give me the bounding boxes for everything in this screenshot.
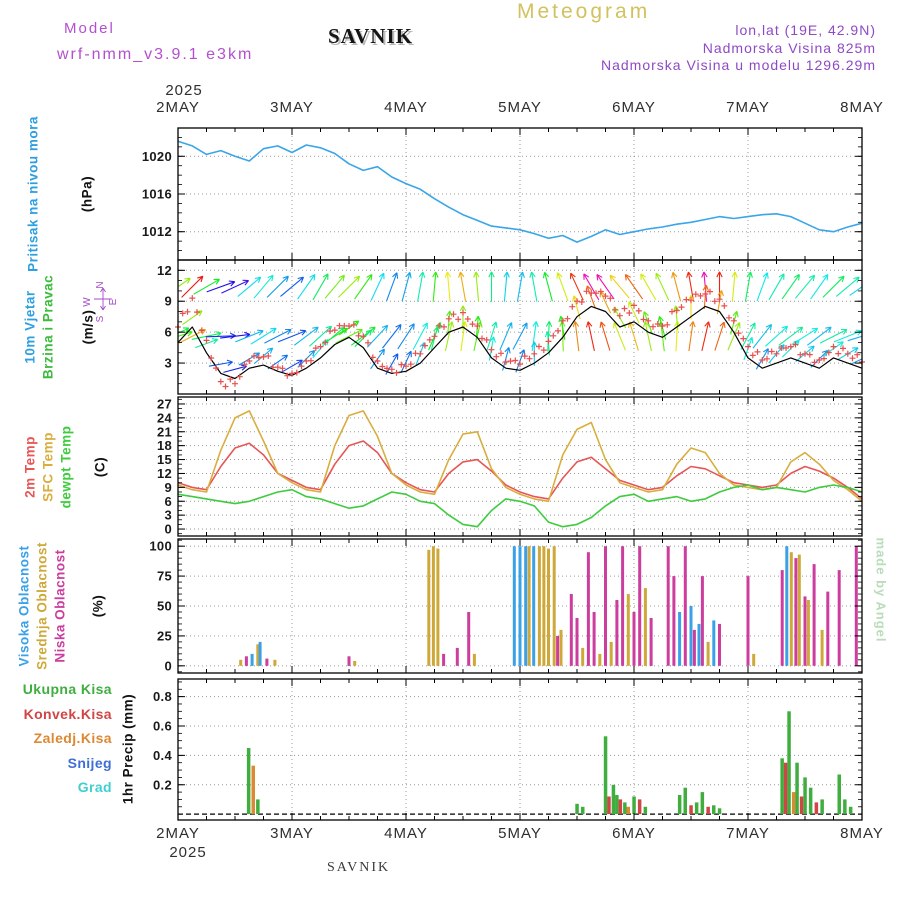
- pressure-axis-label: Pritisak na nivou mora: [25, 116, 41, 272]
- elevation-text: Nadmorska Visina 825m: [702, 40, 876, 56]
- svg-text:3MAY: 3MAY: [270, 825, 314, 842]
- cloud-unit-label: (%): [90, 594, 106, 618]
- panel-pressure: 1012 1016 1020: [142, 127, 863, 261]
- cloud-mid-label: Srednja Oblacnost: [34, 542, 50, 670]
- pressure-unit-label: (hPa): [79, 175, 95, 213]
- model-elevation-text: Nadmorska Visina u modelu 1296.29m: [601, 57, 876, 73]
- temp-2m-label: 2m Temp: [22, 436, 38, 498]
- svg-text:7MAY: 7MAY: [726, 99, 770, 116]
- svg-text:0.8: 0.8: [153, 689, 172, 704]
- svg-text:6: 6: [164, 494, 172, 509]
- svg-text:24: 24: [157, 410, 173, 425]
- precip-hail-label: Grad: [77, 779, 112, 795]
- svg-text:6MAY: 6MAY: [612, 825, 656, 842]
- wind-axis-label-2: Brzina i Pravac: [40, 274, 56, 380]
- svg-text:5MAY: 5MAY: [498, 825, 542, 842]
- svg-text:50: 50: [157, 599, 172, 614]
- svg-text:27: 27: [157, 396, 172, 411]
- svg-text:4MAY: 4MAY: [384, 825, 428, 842]
- svg-text:E: E: [108, 298, 119, 305]
- svg-text:8MAY: 8MAY: [840, 99, 884, 116]
- panel-precip: 0.2 0.4 0.6 0.8: [153, 678, 863, 821]
- temp-sfc-label: SFC Temp: [40, 432, 56, 502]
- model-name: wrf-nmm_v3.9.1 e3km: [57, 46, 254, 63]
- svg-text:1020: 1020: [142, 149, 172, 164]
- svg-text:0: 0: [164, 522, 172, 537]
- wind-unit-label: (m/s): [80, 309, 96, 345]
- panel-wind: 3 6 9 12: [157, 259, 865, 395]
- svg-text:6: 6: [164, 325, 172, 340]
- wind-gust-markers: [175, 288, 865, 390]
- station-title: SAVNIK: [328, 24, 413, 48]
- svg-text:75: 75: [157, 569, 172, 584]
- svg-text:0.4: 0.4: [153, 748, 172, 763]
- precip-snow-label: Snijeg: [67, 754, 112, 771]
- svg-text:25: 25: [157, 628, 172, 643]
- cloud-high-label: Visoka Oblacnost: [16, 545, 32, 667]
- svg-text:3: 3: [164, 508, 172, 523]
- svg-text:2MAY: 2MAY: [156, 825, 200, 842]
- svg-text:5MAY: 5MAY: [498, 99, 542, 116]
- svg-text:W: W: [82, 297, 93, 307]
- svg-text:8MAY: 8MAY: [840, 825, 884, 842]
- svg-text:0.2: 0.2: [153, 777, 172, 792]
- svg-text:7MAY: 7MAY: [726, 825, 770, 842]
- svg-text:18: 18: [157, 438, 172, 453]
- svg-text:0: 0: [164, 658, 172, 673]
- temp-unit-label: (C): [92, 456, 108, 478]
- precip-unit-label: 1hr Precip (mm): [120, 693, 136, 805]
- wind-compass-icon: N S W E: [82, 281, 119, 322]
- svg-text:21: 21: [157, 424, 172, 439]
- watermark-title: Meteogram: [517, 0, 651, 23]
- svg-text:1012: 1012: [142, 224, 172, 239]
- svg-text:N: N: [95, 281, 106, 288]
- svg-text:3: 3: [164, 356, 172, 371]
- svg-text:9: 9: [164, 480, 172, 495]
- credit-text: made by Angel: [873, 537, 889, 643]
- svg-text:15: 15: [157, 452, 172, 467]
- svg-text:2MAY: 2MAY: [156, 99, 200, 116]
- svg-text:0.6: 0.6: [153, 719, 172, 734]
- temp-dewpt-label: dewpt Temp: [58, 425, 74, 509]
- svg-text:2025: 2025: [169, 844, 206, 861]
- svg-text:4MAY: 4MAY: [384, 99, 428, 116]
- svg-text:12: 12: [157, 466, 172, 481]
- wind-axis-label-1: 10m Vjetar: [22, 290, 38, 364]
- svg-text:2025: 2025: [165, 82, 202, 99]
- svg-text:1016: 1016: [142, 187, 172, 202]
- model-label: Model: [64, 20, 115, 37]
- svg-text:S: S: [95, 315, 106, 322]
- svg-text:6MAY: 6MAY: [612, 99, 656, 116]
- footer-station-title: SAVNIK: [327, 860, 391, 875]
- lonlat-text: lon,lat (19E, 42.9N): [735, 22, 876, 38]
- cloud-low-label: Niska Oblacnost: [52, 549, 68, 663]
- svg-text:100: 100: [149, 539, 172, 554]
- svg-text:9: 9: [164, 294, 172, 309]
- precip-frozen-label: Zaledj.Kisa: [33, 730, 112, 746]
- svg-text:12: 12: [157, 263, 172, 278]
- precip-convective-label: Konvek.Kisa: [23, 705, 112, 722]
- svg-text:3MAY: 3MAY: [270, 99, 314, 116]
- panel-cloud: 0 25 50 75 100: [149, 538, 863, 674]
- precip-total-label: Ukupna Kisa: [22, 681, 112, 697]
- precip-legend: Ukupna Kisa Konvek.Kisa Zaledj.Kisa Snij…: [6, 677, 112, 800]
